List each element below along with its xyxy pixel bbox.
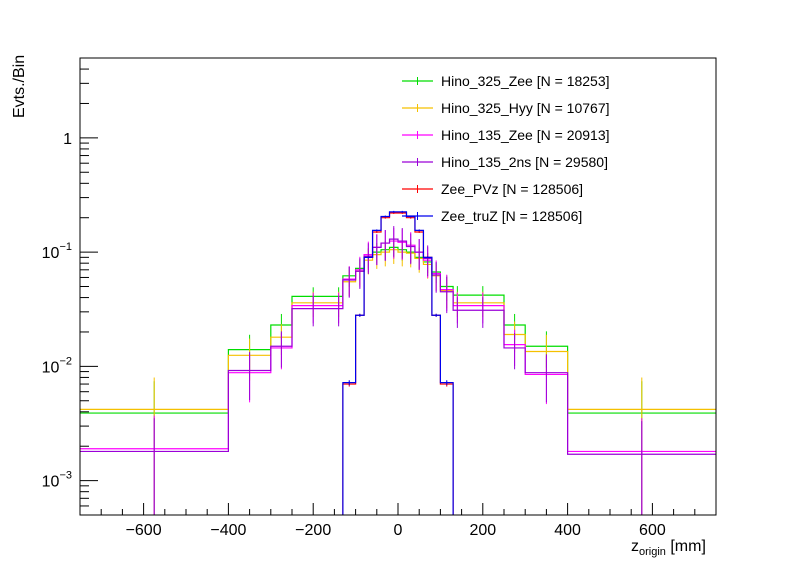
y-tick-label-exponent: −3 [59, 470, 72, 482]
legend-label: Hino_135_2ns [N = 29580] [441, 154, 608, 170]
series-step-line [80, 249, 716, 410]
legend-label: Zee_PVz [N = 128506] [441, 181, 583, 197]
y-tick-label-exponent: −2 [59, 355, 72, 367]
y-tick-label: 10−1 [42, 241, 72, 262]
x-tick-label: 400 [554, 522, 581, 539]
legend-entry: Hino_135_2ns [N = 29580] [402, 154, 608, 170]
y-tick-label-base: 10 [42, 359, 60, 376]
x-axis-title: zorigin [mm] [631, 538, 706, 558]
y-tick-label-base: 1 [63, 131, 72, 148]
legend-entry: Hino_325_Zee [N = 18253] [402, 73, 610, 89]
x-tick-label: 0 [394, 522, 403, 539]
legend-label: Hino_325_Hyy [N = 10767] [441, 100, 610, 116]
series-Hino_135_2ns [80, 226, 716, 515]
x-tick-label: 200 [469, 522, 496, 539]
y-tick-label: 1 [63, 131, 72, 148]
y-tick-label: 10−3 [42, 470, 72, 491]
plot-frame [79, 57, 717, 516]
y-axis-title: Evts./Bin [11, 55, 28, 118]
series-step-line [80, 238, 716, 455]
x-tick-label: −600 [126, 522, 162, 539]
y-tick-label-exponent: −1 [59, 241, 72, 253]
legend-label: Hino_325_Zee [N = 18253] [441, 73, 610, 89]
legend-entry: Hino_135_Zee [N = 20913] [402, 127, 610, 143]
y-tick-label-base: 10 [42, 245, 60, 262]
legend-label: Hino_135_Zee [N = 20913] [441, 127, 610, 143]
y-tick-label-base: 10 [42, 474, 60, 491]
x-tick-label: −200 [295, 522, 331, 539]
legend-entry: Zee_PVz [N = 128506] [402, 181, 583, 197]
axis-ticks [80, 57, 696, 516]
series-step-line [342, 211, 454, 515]
y-tick-labels: 10−310−210−11 [42, 131, 72, 491]
series-step-line [80, 246, 716, 414]
legend-entry: Zee_truZ [N = 128506] [402, 208, 582, 224]
legend: Hino_325_Zee [N = 18253] Hino_325_Hyy [N … [402, 73, 610, 224]
x-axis-title-unit: [mm] [666, 538, 706, 555]
y-tick-label: 10−2 [42, 355, 72, 376]
legend-entry: Hino_325_Hyy [N = 10767] [402, 100, 610, 116]
x-axis-title-main: z [631, 538, 639, 555]
x-tick-label: −400 [210, 522, 246, 539]
x-tick-labels: −600 −400 −200 0 200 400 600 [126, 522, 666, 539]
x-tick-label: 600 [639, 522, 666, 539]
legend-label: Zee_truZ [N = 128506] [441, 208, 582, 224]
x-axis-title-subscript: origin [639, 546, 666, 558]
